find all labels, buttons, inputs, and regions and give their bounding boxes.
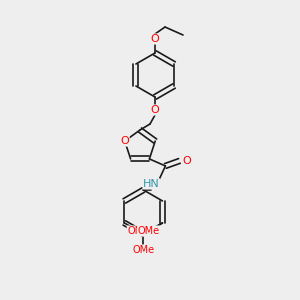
Text: O: O xyxy=(120,136,129,146)
Text: OMe: OMe xyxy=(137,226,160,236)
Text: O: O xyxy=(151,34,159,44)
Text: HN: HN xyxy=(143,179,160,189)
Text: OMe: OMe xyxy=(132,245,154,255)
Text: O: O xyxy=(182,156,191,166)
Text: O: O xyxy=(151,105,159,115)
Text: OMe: OMe xyxy=(127,226,149,236)
